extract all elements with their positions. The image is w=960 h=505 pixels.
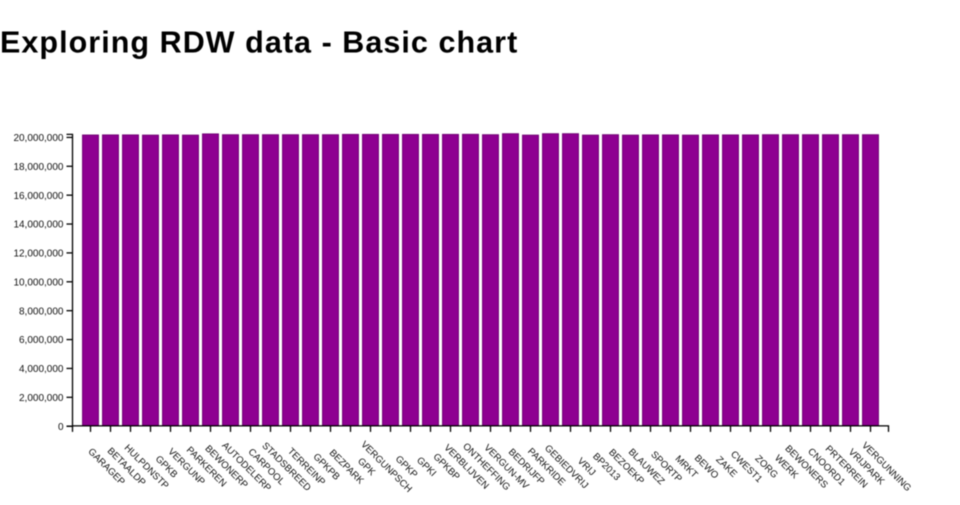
svg-text:20,000,000: 20,000,000: [13, 133, 63, 144]
svg-text:Exploring RDW data - Basic cha: Exploring RDW data - Basic chart: [0, 26, 518, 60]
svg-text:6,000,000: 6,000,000: [19, 335, 64, 346]
svg-text:2,000,000: 2,000,000: [19, 393, 64, 404]
svg-text:0: 0: [58, 422, 64, 433]
svg-text:BEWO: BEWO: [692, 453, 721, 482]
svg-text:12,000,000: 12,000,000: [13, 249, 63, 260]
svg-text:16,000,000: 16,000,000: [13, 191, 63, 202]
svg-text:14,000,000: 14,000,000: [13, 220, 63, 231]
svg-text:10,000,000: 10,000,000: [13, 277, 63, 288]
svg-text:4,000,000: 4,000,000: [19, 364, 64, 375]
svg-text:18,000,000: 18,000,000: [13, 162, 63, 173]
svg-text:8,000,000: 8,000,000: [19, 306, 64, 317]
